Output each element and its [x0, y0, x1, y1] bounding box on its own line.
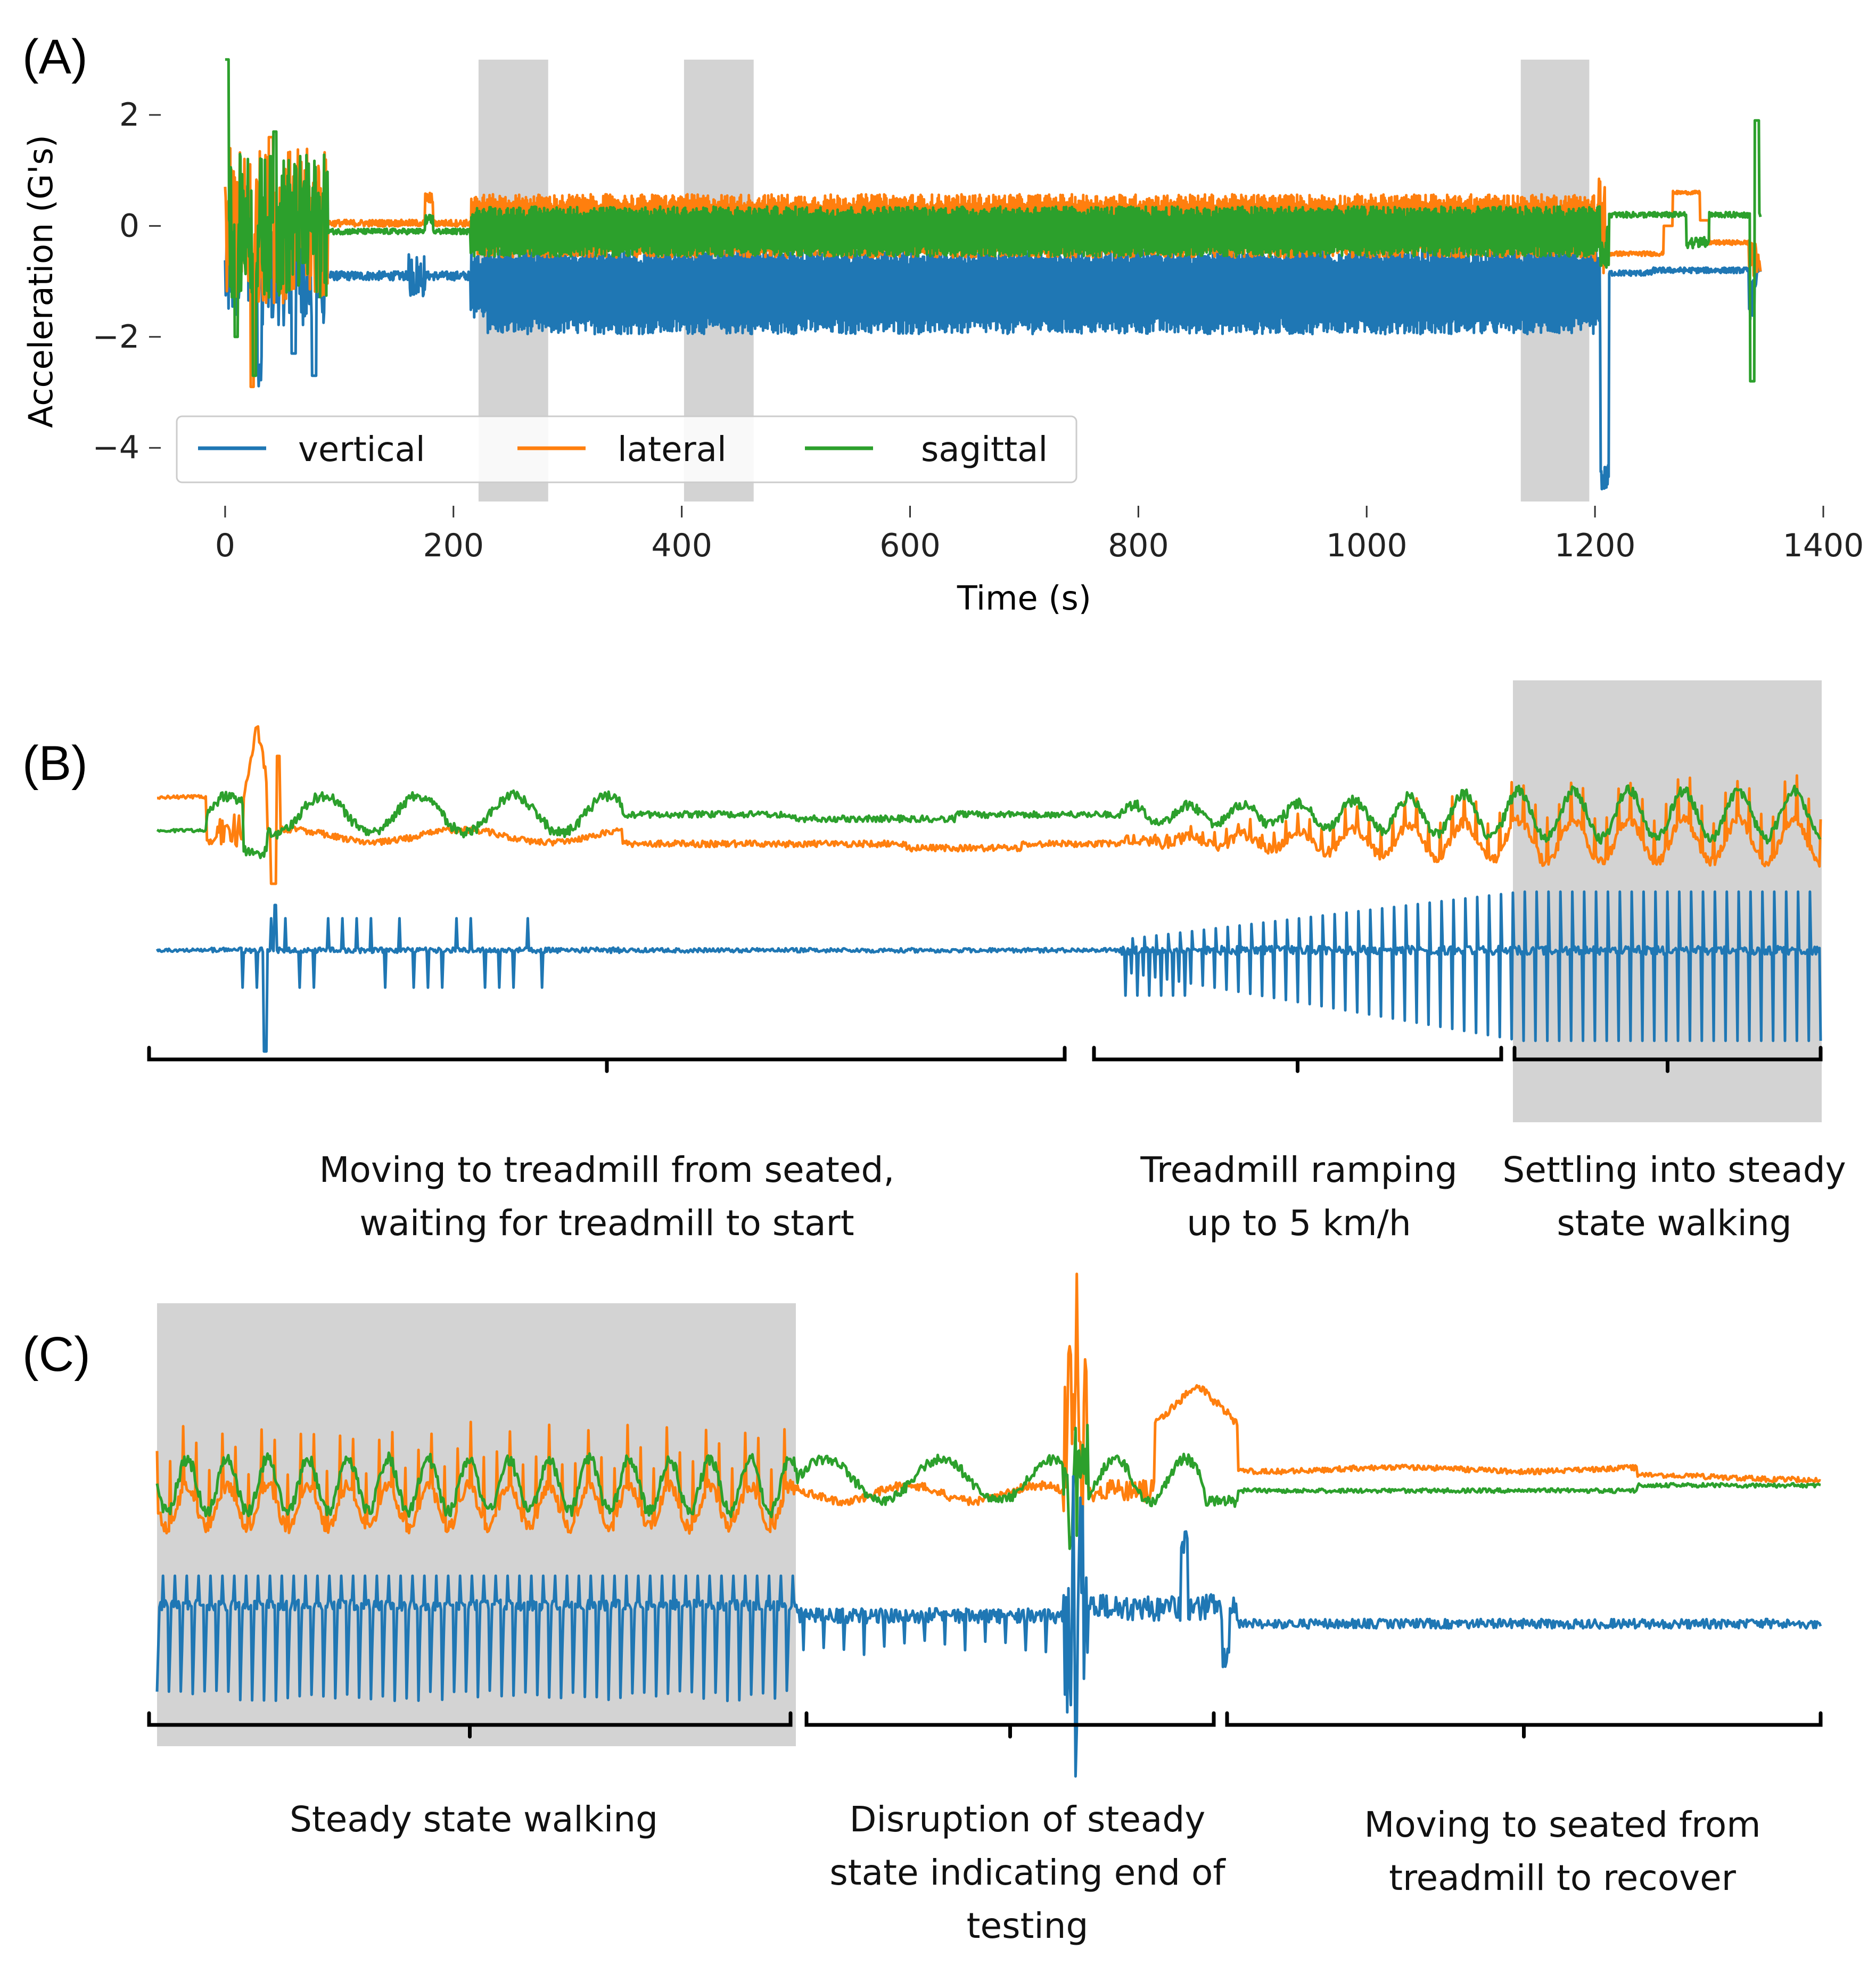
series-line-sagittal	[156, 784, 1822, 859]
panel-c-annotation-2: Disruption of steady state indicating en…	[829, 1799, 1226, 1946]
panel-a-series	[224, 58, 1762, 491]
bracket-disruption	[804, 1711, 1216, 1739]
panel-a-axes: 0 200 400 600 800 1000 1200 1400 2 0 −2 −4	[93, 96, 1864, 564]
legend-label-vertical: vertical	[298, 430, 425, 470]
series-line-lateral	[157, 725, 1822, 885]
x-tick-label: 1400	[1783, 527, 1864, 564]
annotation-text: up to 5 km/h	[1187, 1203, 1411, 1244]
y-tick-label: −4	[93, 429, 139, 466]
panel-a-x-axis-label: Time (s)	[957, 579, 1091, 618]
panel-b-annotation-3: Settling into steady state walking	[1502, 1149, 1846, 1244]
y-tick-label: 0	[119, 207, 139, 244]
legend-label-sagittal: sagittal	[921, 430, 1048, 470]
panel-c-series	[155, 1272, 1822, 1778]
annotation-text: Moving to seated from	[1364, 1804, 1760, 1845]
bracket-ramping	[1092, 1046, 1503, 1073]
bracket-seated	[1225, 1711, 1823, 1739]
annotation-text: state walking	[1557, 1203, 1791, 1244]
panel-b-series	[155, 725, 1822, 1053]
panel-c-letter: (C)	[22, 1327, 90, 1382]
annotation-text: Treadmill ramping	[1140, 1149, 1457, 1190]
x-tick-label: 800	[1108, 527, 1169, 564]
annotation-text: treadmill to recover	[1389, 1857, 1737, 1898]
panel-a-letter: (A)	[22, 30, 88, 84]
annotation-text: testing	[967, 1905, 1089, 1946]
annotation-text: Steady state walking	[290, 1799, 658, 1840]
annotation-text: waiting for treadmill to start	[359, 1203, 854, 1244]
series-line-sagittal	[224, 58, 1762, 383]
y-tick-label: −2	[93, 318, 139, 356]
x-tick-label: 400	[651, 527, 712, 564]
bracket-transition	[147, 1046, 1067, 1073]
x-tick-label: 200	[423, 527, 484, 564]
panel-b-annotation-2: Treadmill ramping up to 5 km/h	[1140, 1149, 1457, 1244]
x-tick-label: 1000	[1326, 527, 1408, 564]
annotation-text: Settling into steady	[1502, 1149, 1846, 1190]
panel-b: (B) Moving to treadmill from seated, wai…	[22, 680, 1846, 1244]
x-tick-label: 1200	[1554, 527, 1636, 564]
panel-b-brackets	[147, 1046, 1823, 1073]
legend-box	[176, 415, 1077, 483]
panel-a-legend: vertical lateral sagittal	[176, 415, 1077, 483]
x-tick-label: 600	[879, 527, 941, 564]
y-tick-label: 2	[119, 96, 139, 134]
bracket-settling	[1512, 1046, 1823, 1073]
x-tick-label: 0	[215, 527, 235, 564]
panel-b-annotation-1: Moving to treadmill from seated, waiting…	[319, 1149, 895, 1244]
series-line-sagittal	[155, 1424, 1821, 1550]
panel-b-letter: (B)	[22, 736, 88, 791]
panel-c-annotation-1: Steady state walking	[290, 1799, 658, 1840]
panel-c-brackets	[147, 1711, 1823, 1739]
panel-a: (A) 0 200 400 600 800 1000 1200 1400 2 0 −2 −4 Time…	[21, 30, 1864, 618]
annotation-text: state indicating end of	[829, 1852, 1226, 1893]
panel-c: (C) Steady state walking Disruption of s…	[22, 1272, 1823, 1946]
panel-a-y-axis-label: Acceleration (G's)	[21, 135, 60, 428]
series-line-vertical	[155, 1475, 1822, 1778]
series-line-vertical	[224, 176, 1762, 491]
annotation-text: Disruption of steady	[850, 1799, 1206, 1840]
bracket-steady	[147, 1711, 793, 1739]
annotation-text: Moving to treadmill from seated,	[319, 1149, 895, 1190]
series-line-vertical	[155, 890, 1822, 1053]
panel-c-annotation-3: Moving to seated from treadmill to recov…	[1364, 1804, 1760, 1898]
legend-label-lateral: lateral	[618, 430, 727, 470]
